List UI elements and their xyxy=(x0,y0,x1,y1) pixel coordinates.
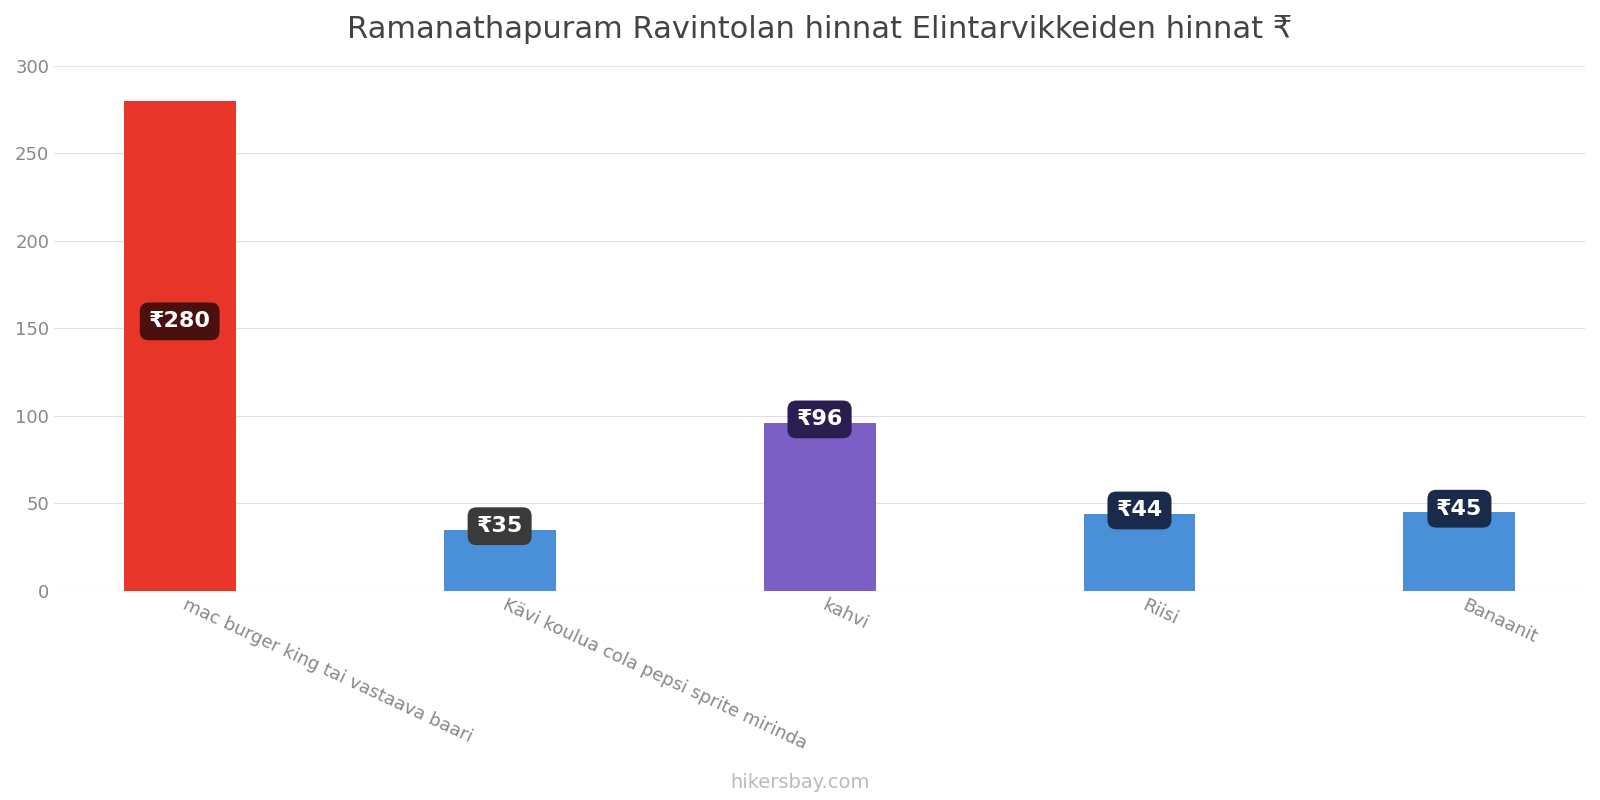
Text: ₹45: ₹45 xyxy=(1437,498,1483,518)
Text: ₹35: ₹35 xyxy=(477,516,523,536)
Text: hikersbay.com: hikersbay.com xyxy=(730,773,870,792)
Bar xyxy=(1083,514,1195,591)
Bar xyxy=(763,423,875,591)
Text: ₹280: ₹280 xyxy=(149,311,211,331)
Title: Ramanathapuram Ravintolan hinnat Elintarvikkeiden hinnat ₹: Ramanathapuram Ravintolan hinnat Elintar… xyxy=(347,15,1293,44)
Text: ₹96: ₹96 xyxy=(797,410,843,430)
Bar xyxy=(123,101,235,591)
Bar xyxy=(1403,512,1515,591)
Text: ₹44: ₹44 xyxy=(1117,501,1163,521)
Bar xyxy=(443,530,555,591)
